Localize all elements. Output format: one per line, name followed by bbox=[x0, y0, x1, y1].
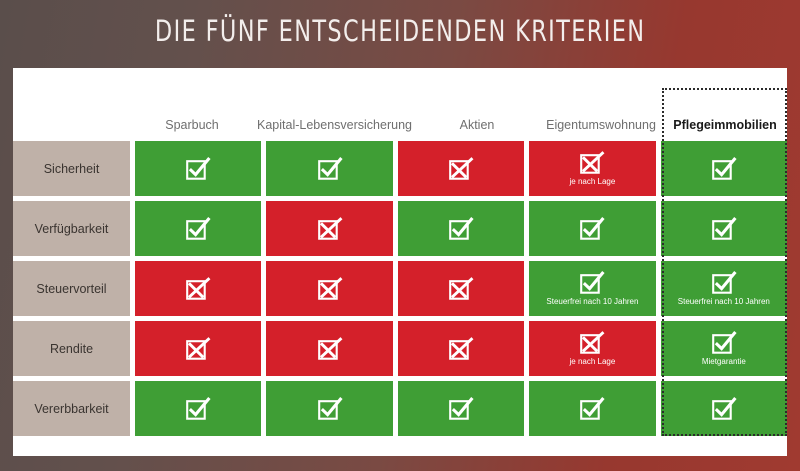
column-header-3: Aktien bbox=[415, 88, 539, 134]
cell-r3-c1 bbox=[135, 261, 262, 316]
cell-r1-c2 bbox=[266, 141, 393, 196]
cell-note: je nach Lage bbox=[569, 357, 616, 366]
check-icon bbox=[186, 396, 211, 420]
comparison-table: Sparbuch Kapital- Lebensversicherung Aktien… bbox=[13, 68, 788, 456]
column-header-4: Eigentumswohnung bbox=[539, 88, 663, 134]
cell-note: Mietgarantie bbox=[701, 357, 746, 366]
check-icon bbox=[186, 156, 211, 180]
cell-r5-c3 bbox=[397, 381, 525, 436]
title-banner: DIE FÜNF ENTSCHEIDENDEN KRITERIEN bbox=[0, 0, 800, 62]
cell-r2-c2 bbox=[266, 201, 393, 256]
cell-r3-c2 bbox=[266, 261, 393, 316]
cross-icon bbox=[186, 276, 211, 300]
cross-icon bbox=[449, 156, 474, 180]
column-header-line: Lebensversicherung bbox=[299, 118, 412, 132]
cross-icon bbox=[186, 336, 211, 360]
check-icon bbox=[711, 396, 737, 420]
check-icon bbox=[711, 271, 737, 294]
table-row: Rendite je nach Lage Mietgarantie bbox=[13, 321, 788, 376]
table-row: Verfügbarkeit bbox=[13, 201, 788, 256]
cell-r2-c1 bbox=[135, 201, 262, 256]
check-icon bbox=[580, 396, 606, 420]
cell-r4-c4: je nach Lage bbox=[529, 321, 656, 376]
cell-r3-c4: Steuerfrei nach 10 Jahren bbox=[529, 261, 656, 316]
cell-r1-c4: je nach Lage bbox=[529, 141, 656, 196]
row-label-3: Steuervorteil bbox=[13, 261, 130, 316]
row-label-2: Verfügbarkeit bbox=[13, 201, 130, 256]
column-header-1: Sparbuch bbox=[130, 88, 254, 134]
column-header-line: Kapital- bbox=[257, 118, 300, 132]
column-header-5: Pflegeimmobilien bbox=[663, 88, 787, 134]
check-icon bbox=[449, 396, 474, 420]
cell-r1-c1 bbox=[135, 141, 262, 196]
check-icon bbox=[580, 271, 606, 294]
cell-r2-c5 bbox=[660, 201, 788, 256]
table-row: Vererbbarkeit bbox=[13, 381, 788, 436]
check-icon bbox=[317, 396, 343, 420]
column-header-row: Sparbuch Kapital- Lebensversicherung Aktien… bbox=[13, 88, 787, 134]
cross-icon bbox=[317, 276, 343, 300]
row-label-4: Rendite bbox=[13, 321, 130, 376]
cross-icon bbox=[449, 336, 474, 360]
cell-r4-c2 bbox=[266, 321, 393, 376]
check-icon bbox=[711, 331, 737, 354]
check-icon bbox=[580, 216, 606, 240]
cell-r5-c1 bbox=[135, 381, 262, 436]
cell-r4-c3 bbox=[397, 321, 525, 376]
column-header-line: Pflegeimmobilien bbox=[673, 118, 777, 132]
column-header-line: Aktien bbox=[459, 118, 495, 132]
cross-icon bbox=[449, 276, 474, 300]
column-header-line: Eigentumswohnung bbox=[546, 118, 656, 132]
cell-r4-c5: Mietgarantie bbox=[660, 321, 788, 376]
row-label-1: Sicherheit bbox=[13, 141, 130, 196]
cell-r5-c2 bbox=[266, 381, 393, 436]
cell-r4-c1 bbox=[135, 321, 262, 376]
cross-icon bbox=[317, 216, 343, 240]
column-header-line: Sparbuch bbox=[165, 118, 219, 132]
table-body: Sicherheit je nach Lage Verfügbarkeit Steue… bbox=[13, 141, 788, 441]
cell-r1-c5 bbox=[660, 141, 788, 196]
cell-note: Steuerfrei nach 10 Jahren bbox=[546, 297, 639, 306]
cell-r5-c5 bbox=[660, 381, 788, 436]
header-corner-spacer bbox=[13, 88, 130, 134]
cross-icon bbox=[580, 331, 605, 354]
cell-r3-c3 bbox=[397, 261, 525, 316]
check-icon bbox=[317, 156, 343, 180]
cell-r5-c4 bbox=[529, 381, 656, 436]
page-title: DIE FÜNF ENTSCHEIDENDEN KRITERIEN bbox=[154, 14, 646, 48]
column-header-2: Kapital- Lebensversicherung bbox=[254, 88, 415, 134]
cross-icon bbox=[580, 151, 605, 174]
cell-note: Steuerfrei nach 10 Jahren bbox=[677, 297, 770, 306]
check-icon bbox=[711, 216, 737, 240]
cell-r2-c3 bbox=[397, 201, 525, 256]
cell-r1-c3 bbox=[397, 141, 525, 196]
table-row: Sicherheit je nach Lage bbox=[13, 141, 788, 196]
check-icon bbox=[186, 216, 211, 240]
check-icon bbox=[449, 216, 474, 240]
table-row: Steuervorteil Steuerfrei nach 10 Jahren St… bbox=[13, 261, 788, 316]
comparison-card: Sparbuch Kapital- Lebensversicherung Aktien… bbox=[13, 68, 788, 456]
row-label-5: Vererbbarkeit bbox=[13, 381, 130, 436]
cross-icon bbox=[317, 336, 343, 360]
check-icon bbox=[711, 156, 737, 180]
cell-note: je nach Lage bbox=[569, 177, 616, 186]
cell-r3-c5: Steuerfrei nach 10 Jahren bbox=[660, 261, 788, 316]
cell-r2-c4 bbox=[529, 201, 656, 256]
